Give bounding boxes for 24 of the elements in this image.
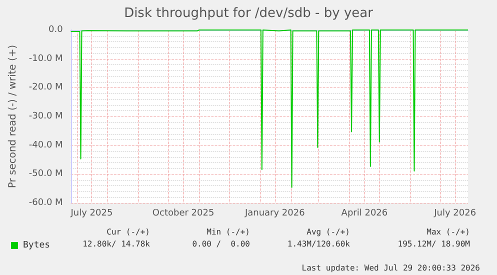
y-tick-label: -40.0 M bbox=[28, 140, 63, 150]
x-tick-label: July 2025 bbox=[70, 208, 113, 218]
text: 1.43M/120.60k bbox=[287, 240, 350, 248]
text: Cur (-/+) bbox=[106, 228, 150, 236]
x-tick-label: July 2026 bbox=[433, 208, 476, 218]
chart-title: Disk throughput for /dev/sdb - by year bbox=[124, 6, 374, 21]
text: Min (-/+) bbox=[206, 228, 250, 236]
legend-label: Bytes bbox=[23, 240, 50, 250]
y-tick-label: 0.0 bbox=[48, 25, 64, 35]
y-tick-label: -60.0 M bbox=[28, 198, 63, 208]
text: Last update: Wed Jul 29 20:00:33 2026 bbox=[302, 264, 480, 272]
x-tick-label: January 2026 bbox=[244, 208, 306, 218]
text: Max (-/+) bbox=[426, 228, 470, 236]
text: 12.80k/ 14.78k bbox=[82, 240, 150, 248]
text: 195.12M/ 18.90M bbox=[398, 240, 470, 248]
text: Avg (-/+) bbox=[306, 228, 350, 236]
x-tick-label: April 2026 bbox=[341, 208, 388, 218]
x-tick-label: October 2025 bbox=[152, 208, 214, 218]
text: 0.00 / 0.00 bbox=[192, 240, 250, 248]
y-axis-title: Pr second read (-) / write (+) bbox=[8, 44, 18, 188]
y-tick-label: -30.0 M bbox=[28, 112, 63, 122]
y-tick-label: -10.0 M bbox=[28, 54, 63, 64]
y-tick-label: -20.0 M bbox=[28, 82, 63, 93]
y-tick-label: -50.0 M bbox=[28, 169, 63, 180]
